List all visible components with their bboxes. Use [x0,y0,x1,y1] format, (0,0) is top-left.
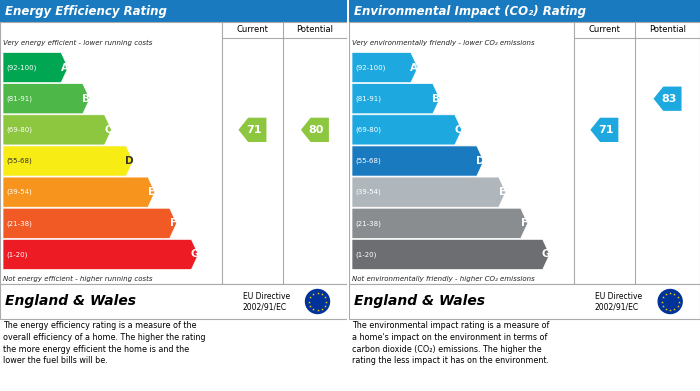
Text: The energy efficiency rating is a measure of the
overall efficiency of a home. T: The energy efficiency rating is a measur… [3,321,206,366]
Text: A: A [61,63,69,73]
Text: (21-38): (21-38) [355,220,381,226]
Polygon shape [352,208,528,239]
Polygon shape [3,115,111,145]
Text: F: F [169,218,176,228]
Text: (39-54): (39-54) [355,189,381,196]
Polygon shape [590,118,618,142]
Text: Energy Efficiency Rating: Energy Efficiency Rating [5,5,167,18]
Text: Potential: Potential [296,25,333,34]
Polygon shape [3,84,90,114]
Polygon shape [352,146,484,176]
Text: England & Wales: England & Wales [354,294,485,308]
Polygon shape [352,84,440,114]
Text: (39-54): (39-54) [6,189,32,196]
Text: Current: Current [589,25,620,34]
Text: (1-20): (1-20) [6,251,27,258]
Text: (1-20): (1-20) [355,251,377,258]
Text: (81-91): (81-91) [6,95,32,102]
Text: (55-68): (55-68) [355,158,381,164]
Polygon shape [3,177,155,207]
Polygon shape [3,146,133,176]
Polygon shape [3,208,176,239]
Text: (21-38): (21-38) [6,220,32,226]
Polygon shape [654,86,682,111]
Bar [0,284,347,319]
Text: Environmental Impact (CO₂) Rating: Environmental Impact (CO₂) Rating [354,5,586,18]
Text: England & Wales: England & Wales [5,294,136,308]
Polygon shape [352,239,550,269]
Text: A: A [410,63,419,73]
Text: (69-80): (69-80) [6,127,32,133]
Bar [349,22,700,284]
Text: The environmental impact rating is a measure of
a home's impact on the environme: The environmental impact rating is a mea… [352,321,550,366]
Polygon shape [239,118,267,142]
Text: B: B [83,94,90,104]
Text: Current: Current [237,25,268,34]
Polygon shape [3,239,198,269]
Circle shape [305,289,330,314]
Text: 83: 83 [662,94,677,104]
Text: EU Directive
2002/91/EC: EU Directive 2002/91/EC [243,292,290,311]
Text: Not environmentally friendly - higher CO₂ emissions: Not environmentally friendly - higher CO… [352,276,535,282]
Text: D: D [125,156,134,166]
Polygon shape [301,118,329,142]
Text: Not energy efficient - higher running costs: Not energy efficient - higher running co… [3,276,153,282]
Text: Very environmentally friendly - lower CO₂ emissions: Very environmentally friendly - lower CO… [352,40,535,46]
Text: (92-100): (92-100) [6,65,36,71]
Bar [349,0,700,22]
Text: D: D [476,156,484,166]
Text: E: E [148,187,155,197]
Text: (69-80): (69-80) [355,127,381,133]
Text: (92-100): (92-100) [355,65,386,71]
Polygon shape [352,177,505,207]
Text: C: C [454,125,462,135]
Text: (81-91): (81-91) [355,95,381,102]
Text: G: G [190,249,199,260]
Text: B: B [433,94,440,104]
Text: Very energy efficient - lower running costs: Very energy efficient - lower running co… [3,40,153,46]
Circle shape [658,289,682,314]
Text: 71: 71 [246,125,262,135]
Text: C: C [104,125,112,135]
Bar [0,22,347,284]
Text: 71: 71 [598,125,614,135]
Text: Potential: Potential [649,25,686,34]
Text: E: E [498,187,506,197]
Bar [0,0,347,22]
Polygon shape [3,52,68,83]
Text: F: F [521,218,528,228]
Text: (55-68): (55-68) [6,158,32,164]
Text: G: G [542,249,550,260]
Polygon shape [352,52,418,83]
Text: EU Directive
2002/91/EC: EU Directive 2002/91/EC [595,292,642,311]
Polygon shape [352,115,462,145]
Text: 80: 80 [309,125,324,135]
Bar [349,284,700,319]
